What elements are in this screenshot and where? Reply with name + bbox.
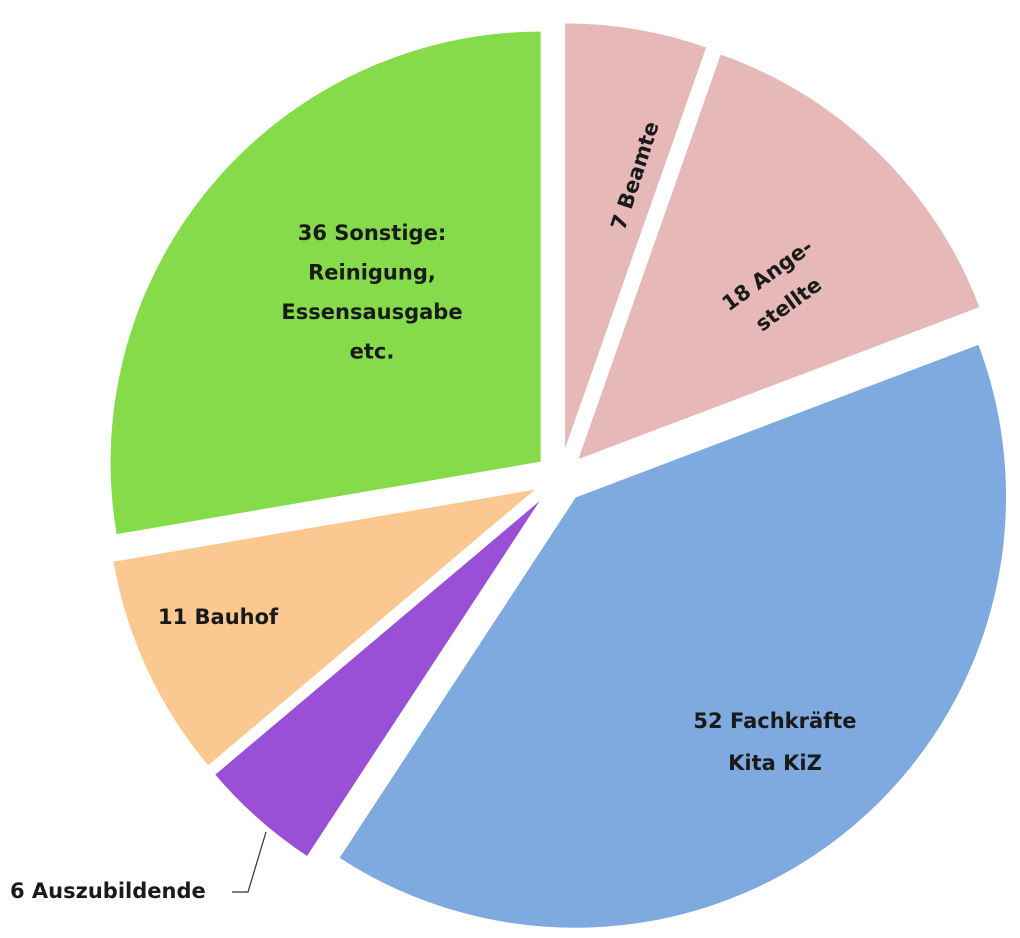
pie-slice xyxy=(111,486,542,769)
leader-line xyxy=(232,831,267,893)
data-label: 11 Bauhof xyxy=(158,605,279,629)
data-label: 52 Fachkräfte xyxy=(693,709,856,733)
pie-slice xyxy=(575,52,982,463)
data-label: etc. xyxy=(350,340,395,364)
pie-slice xyxy=(563,21,709,455)
data-label: 36 Sonstige: xyxy=(298,221,446,245)
data-label: Reinigung, xyxy=(308,261,436,285)
data-label: Essensausgabe xyxy=(281,300,462,324)
data-label: Kita KiZ xyxy=(728,751,822,775)
pie-slice xyxy=(212,495,545,859)
pie-slice xyxy=(336,342,1009,930)
pie-slice xyxy=(108,29,543,537)
data-label: 6 Auszubildende xyxy=(10,879,206,903)
